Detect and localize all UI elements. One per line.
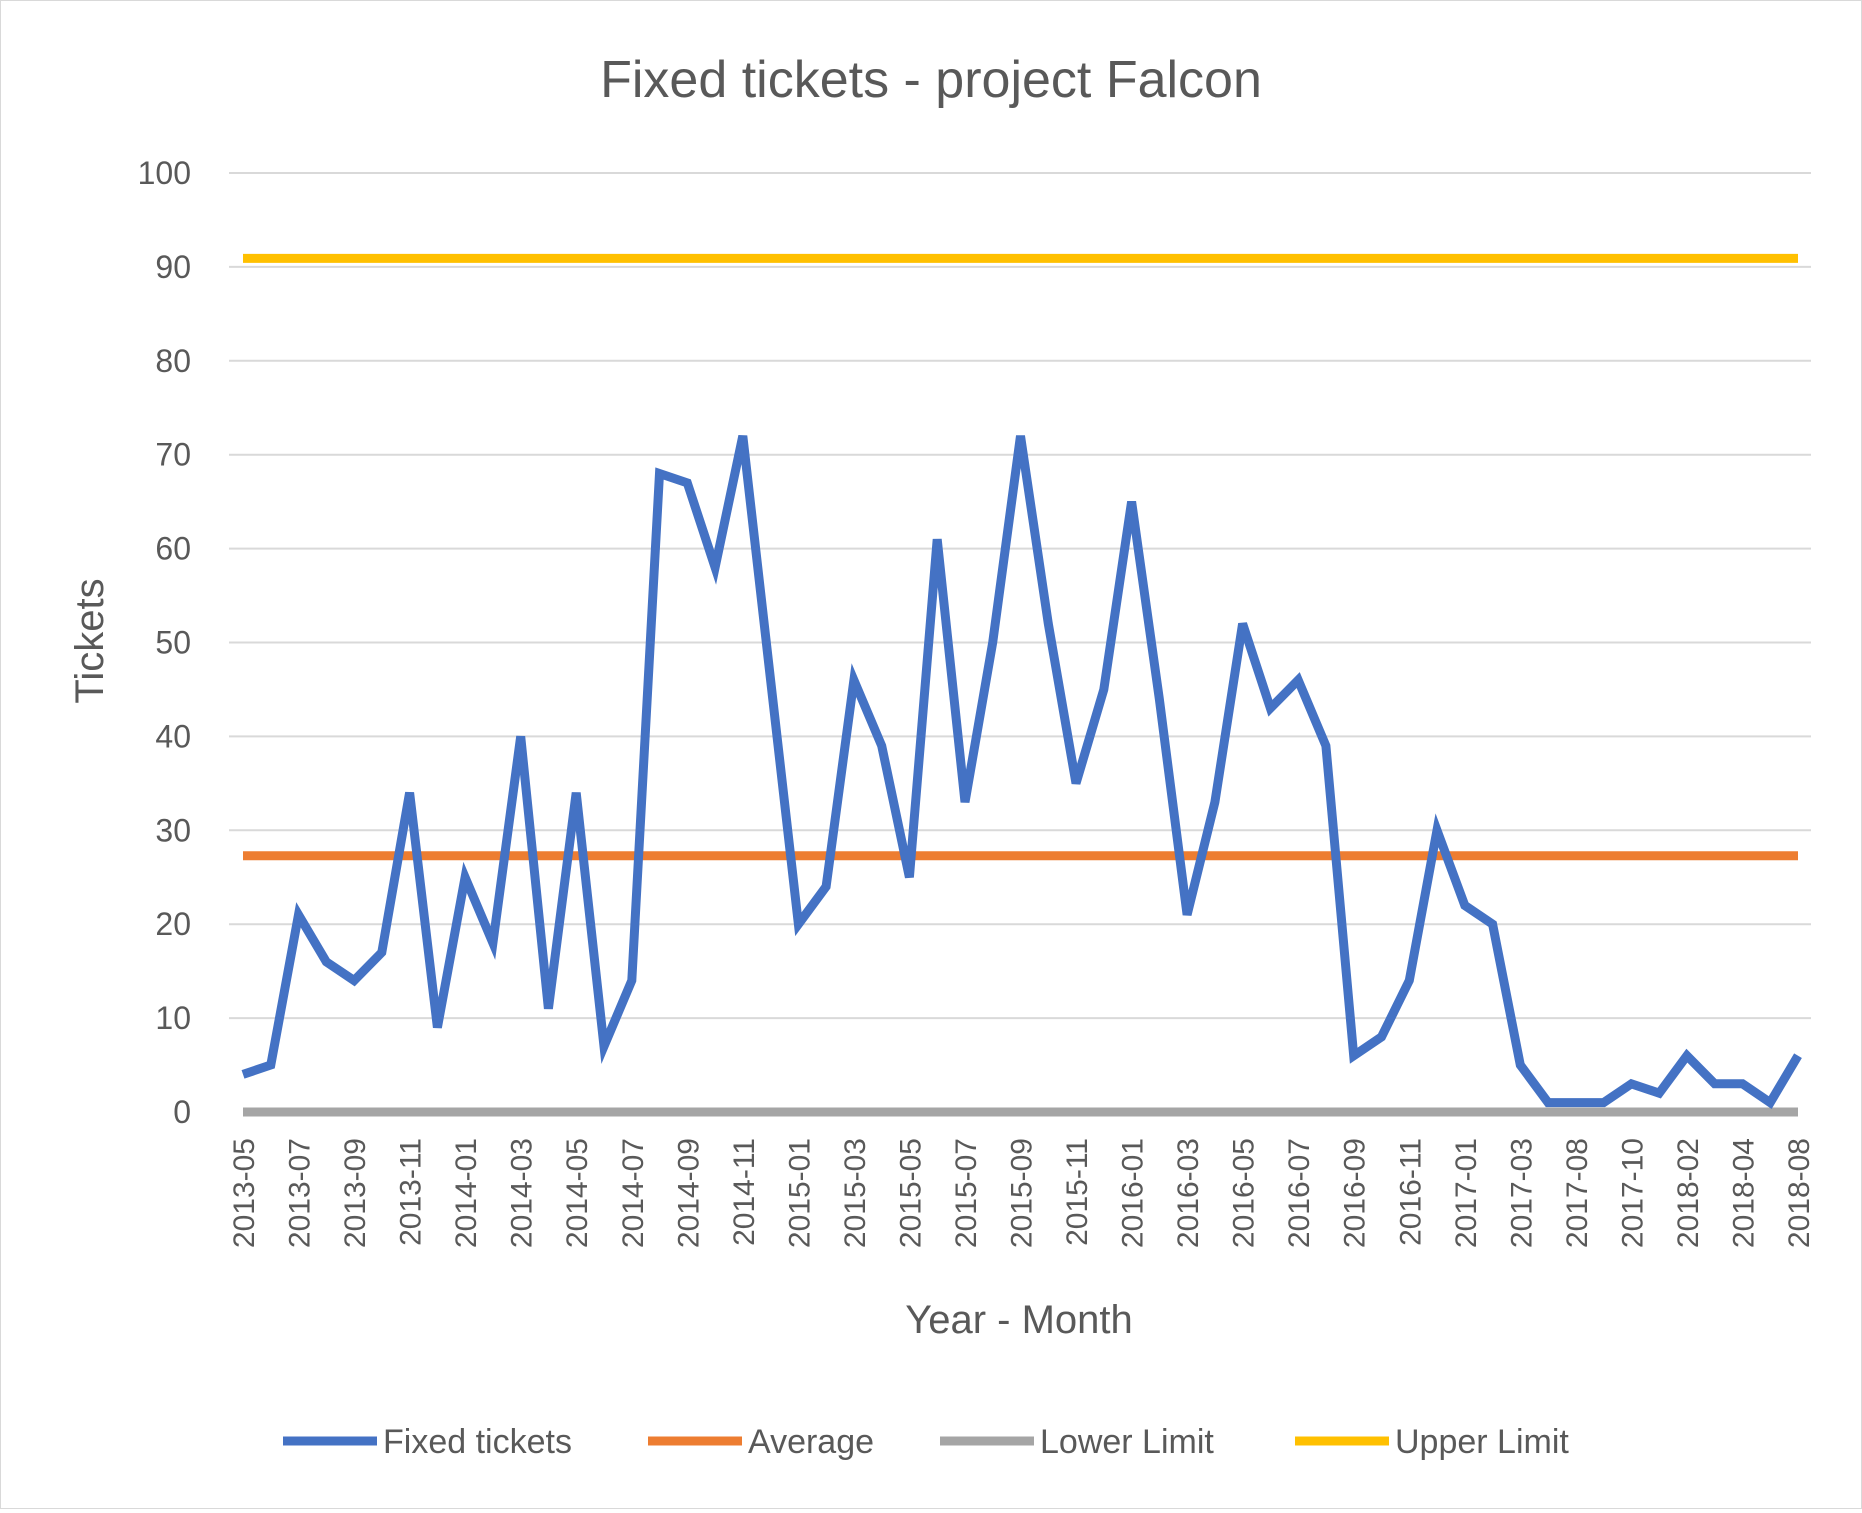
y-tick-label: 40 — [155, 718, 191, 754]
x-tick-label: 2014-11 — [728, 1138, 761, 1246]
x-tick-label: 2016-11 — [1394, 1138, 1427, 1246]
x-tick-label: 2016-07 — [1283, 1138, 1316, 1248]
x-tick-label: 2014-03 — [506, 1138, 539, 1248]
x-tick-label: 2013-11 — [395, 1138, 428, 1246]
x-tick-label: 2015-03 — [839, 1138, 872, 1248]
x-tick-label: 2018-04 — [1727, 1138, 1760, 1248]
x-tick-label: 2013-09 — [339, 1138, 372, 1248]
legend-label-average: Average — [748, 1423, 874, 1461]
x-tick-label: 2015-11 — [1061, 1138, 1094, 1246]
x-tick-label: 2016-03 — [1172, 1138, 1205, 1248]
y-tick-label: 90 — [155, 249, 191, 285]
x-tick-label: 2016-05 — [1228, 1138, 1261, 1248]
y-tick-label: 100 — [138, 155, 191, 191]
y-tick-label: 60 — [155, 531, 191, 567]
y-axis-label: Tickets — [68, 578, 112, 703]
series-lines — [241, 253, 1802, 1117]
legend: Fixed tickets Average Lower Limit Upper Lim… — [283, 1423, 1569, 1461]
y-tick-label: 0 — [173, 1094, 191, 1130]
x-tick-label: 2015-09 — [1006, 1138, 1039, 1248]
x-tick-label: 2017-01 — [1450, 1138, 1483, 1248]
y-tick-label: 10 — [155, 1000, 191, 1036]
x-axis-ticks: 2013-05 2013-07 2013-09 2013-11 2014-01 2014-… — [228, 1138, 1816, 1248]
x-tick-label: 2013-07 — [284, 1138, 317, 1248]
x-tick-label: 2015-01 — [783, 1138, 816, 1248]
series-line-fixed-tickets — [241, 434, 1802, 1110]
x-tick-label: 2014-05 — [561, 1138, 594, 1248]
legend-label-lower-limit: Lower Limit — [1040, 1423, 1214, 1461]
legend-label-upper-limit: Upper Limit — [1395, 1423, 1569, 1461]
chart-title: Fixed tickets - project Falcon — [600, 51, 1262, 109]
x-tick-label: 2015-07 — [950, 1138, 983, 1248]
x-tick-label: 2017-03 — [1505, 1138, 1538, 1248]
x-tick-label: 2016-09 — [1339, 1138, 1372, 1248]
y-tick-label: 20 — [155, 906, 191, 942]
y-axis-ticks: 0 10 20 30 40 50 60 70 80 90 100 — [138, 155, 191, 1130]
x-tick-label: 2018-08 — [1783, 1138, 1816, 1248]
y-tick-label: 30 — [155, 812, 191, 848]
legend-label-fixed-tickets: Fixed tickets — [383, 1423, 572, 1461]
x-tick-label: 2013-05 — [228, 1138, 261, 1248]
x-tick-label: 2014-09 — [672, 1138, 705, 1248]
x-tick-label: 2014-01 — [450, 1138, 483, 1248]
y-tick-label: 70 — [155, 437, 191, 473]
x-tick-label: 2017-08 — [1561, 1138, 1594, 1248]
x-axis-label: Year - Month — [905, 1298, 1133, 1342]
x-tick-label: 2015-05 — [894, 1138, 927, 1248]
x-tick-label: 2018-02 — [1672, 1138, 1705, 1248]
x-tick-label: 2014-07 — [617, 1138, 650, 1248]
x-tick-label: 2016-01 — [1117, 1138, 1150, 1248]
y-tick-label: 80 — [155, 343, 191, 379]
y-tick-label: 50 — [155, 625, 191, 661]
x-tick-label: 2017-10 — [1616, 1138, 1649, 1248]
